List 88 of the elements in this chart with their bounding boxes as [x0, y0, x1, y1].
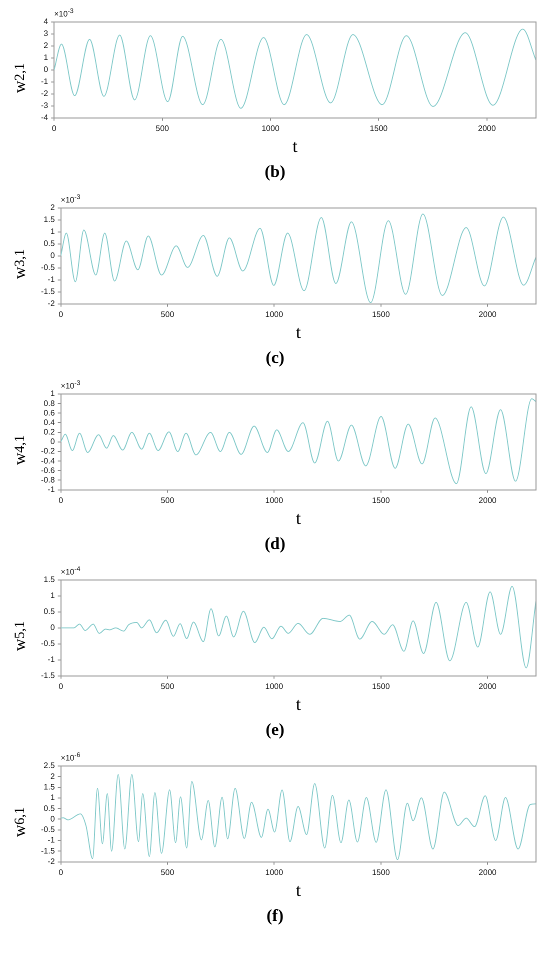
- x-tick-label: 0: [58, 868, 64, 877]
- y-tick-label: -2: [48, 299, 56, 308]
- x-axis-title: t: [296, 508, 301, 528]
- y-tick-label: 0.5: [44, 804, 56, 813]
- x-tick-label: 1000: [265, 310, 284, 319]
- y-tick-label: 2: [50, 772, 56, 781]
- y-tick-label: -1: [48, 485, 56, 494]
- text: (c): [264, 348, 286, 368]
- y-tick-label: 0.5: [44, 239, 56, 248]
- y-tick-label: 0.2: [44, 428, 56, 437]
- y-tick-label: -4: [40, 113, 49, 122]
- x-axis-title: t: [292, 136, 298, 156]
- y-tick-label: -2: [48, 857, 56, 866]
- x-tick-label: 500: [160, 868, 175, 877]
- y-tick-label: -0.5: [40, 825, 56, 834]
- x-tick-label: 500: [160, 682, 175, 691]
- y-tick-label: 2: [50, 203, 56, 212]
- x-axis-title: t: [296, 880, 301, 900]
- text: ×10$^{-4}$: [60, 566, 80, 577]
- y-tick-label: 4: [44, 17, 49, 26]
- x-tick-label: 2000: [478, 682, 498, 691]
- y-tick-label: -0.4: [40, 456, 56, 466]
- text: ×10$^{-3}$: [60, 194, 80, 205]
- y-tick-label: 0: [44, 65, 49, 74]
- x-axis-title: t: [296, 322, 301, 342]
- x-tick-label: 500: [156, 124, 170, 133]
- y-tick-label: -0.5: [40, 639, 56, 648]
- y-tick-label: 1: [50, 389, 56, 398]
- y-tick-label: 1: [50, 227, 56, 236]
- x-tick-label: 0: [58, 496, 64, 505]
- x-tick-label: 2000: [478, 868, 498, 877]
- x-tick-label: 1500: [370, 124, 388, 133]
- y-tick-label: 1: [44, 53, 49, 62]
- x-axis-title: t: [296, 694, 301, 714]
- y-tick-label: 1.5: [44, 782, 56, 792]
- y-tick-label: -0.6: [40, 466, 56, 475]
- x-tick-label: 1000: [265, 496, 284, 505]
- y-tick-label: 1.5: [44, 215, 56, 224]
- x-tick-label: 500: [160, 496, 175, 505]
- text: (d): [264, 534, 286, 554]
- y-tick-label: -1.5: [40, 287, 56, 296]
- x-tick-label: 1000: [265, 868, 284, 877]
- x-tick-label: 0: [58, 682, 64, 691]
- x-tick-label: 1500: [372, 496, 390, 505]
- y-tick-label: 1: [50, 793, 56, 802]
- y-tick-label: -3: [40, 101, 49, 110]
- x-tick-label: 2000: [478, 310, 498, 319]
- y-tick-label: -1: [48, 655, 56, 664]
- x-tick-label: 2000: [478, 124, 496, 133]
- y-tick-label: -1: [48, 836, 56, 845]
- text: ×10$^{-3}$: [54, 8, 74, 19]
- x-tick-label: 500: [160, 310, 175, 319]
- y-tick-label: -0.2: [40, 446, 56, 456]
- y-tick-label: 0: [50, 437, 56, 446]
- y-tick-label: 0: [50, 623, 56, 632]
- y-tick-label: -2: [40, 89, 49, 98]
- text: ×10$^{-3}$: [60, 380, 80, 391]
- x-tick-label: 1000: [265, 682, 284, 691]
- x-tick-label: 0: [58, 310, 64, 319]
- text: (b): [264, 162, 286, 182]
- x-tick-label: 2000: [478, 496, 498, 505]
- x-tick-label: 1500: [372, 868, 390, 877]
- x-tick-label: 1500: [372, 682, 390, 691]
- text: (e): [264, 720, 286, 740]
- y-tick-label: 0: [50, 251, 56, 260]
- line-series: [54, 28, 536, 109]
- y-tick-label: 2.5: [44, 761, 56, 770]
- y-tick-label: 1.5: [44, 575, 56, 584]
- x-tick-label: 1500: [372, 310, 390, 319]
- y-tick-label: 0.6: [44, 408, 56, 418]
- y-tick-label: -0.8: [40, 475, 56, 484]
- y-tick-label: 0.4: [44, 418, 56, 427]
- y-tick-label: -1: [48, 275, 56, 284]
- line-series: [60, 398, 536, 484]
- y-tick-label: 1: [50, 591, 56, 600]
- y-tick-label: -1.5: [40, 846, 56, 856]
- y-tick-label: 0: [50, 814, 56, 824]
- y-tick-label: -0.5: [40, 263, 56, 272]
- y-tick-label: 0.5: [44, 607, 56, 616]
- y-tick-label: 0.8: [44, 398, 56, 408]
- y-tick-label: -1.5: [40, 671, 56, 680]
- y-tick-label: -1: [40, 77, 49, 86]
- text: ×10$^{-6}$: [60, 752, 80, 763]
- text: (f): [266, 906, 284, 926]
- line-series: [60, 586, 536, 668]
- x-tick-label: 1000: [262, 124, 280, 133]
- y-tick-label: 3: [44, 29, 49, 38]
- y-tick-label: 2: [44, 41, 49, 50]
